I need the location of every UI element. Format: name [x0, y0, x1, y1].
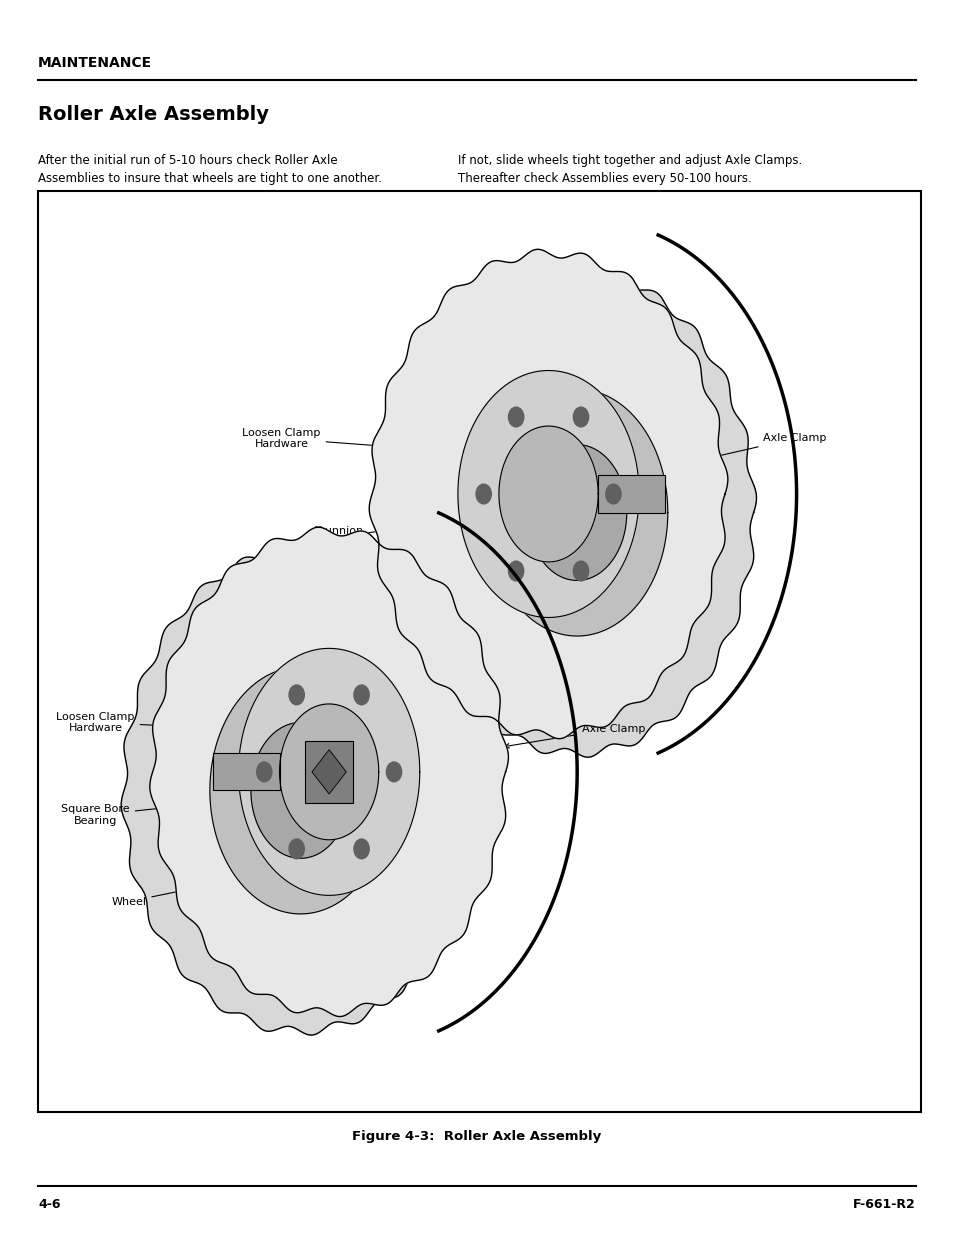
- Text: Axle Clamp: Axle Clamp: [504, 724, 644, 748]
- Circle shape: [256, 762, 272, 782]
- Circle shape: [508, 408, 523, 427]
- Text: F-661-R2: F-661-R2: [852, 1198, 915, 1212]
- Text: 4-6: 4-6: [38, 1198, 61, 1212]
- FancyBboxPatch shape: [213, 753, 279, 790]
- Polygon shape: [498, 426, 598, 562]
- Text: MAINTENANCE: MAINTENANCE: [38, 56, 152, 69]
- Circle shape: [476, 484, 491, 504]
- Text: Trunnion
Bearing: Trunnion Bearing: [314, 511, 499, 548]
- Polygon shape: [369, 249, 727, 739]
- Circle shape: [289, 839, 304, 858]
- Circle shape: [508, 561, 523, 580]
- Circle shape: [289, 685, 304, 705]
- Circle shape: [573, 561, 588, 580]
- Polygon shape: [312, 750, 346, 794]
- Circle shape: [573, 408, 588, 427]
- Polygon shape: [238, 648, 419, 895]
- Text: Wheel: Wheel: [350, 594, 473, 637]
- Polygon shape: [279, 704, 378, 840]
- Text: Wheel: Wheel: [112, 883, 215, 906]
- Text: If not, slide wheels tight together and adjust Axle Clamps.
Thereafter check Ass: If not, slide wheels tight together and …: [457, 154, 801, 185]
- Circle shape: [605, 484, 620, 504]
- Circle shape: [354, 685, 369, 705]
- Circle shape: [354, 839, 369, 858]
- Polygon shape: [397, 268, 756, 757]
- Text: Figure 4-3:  Roller Axle Assembly: Figure 4-3: Roller Axle Assembly: [352, 1130, 601, 1144]
- Text: Square Bore
Bearing: Square Bore Bearing: [61, 795, 268, 826]
- Polygon shape: [457, 370, 639, 618]
- FancyBboxPatch shape: [598, 475, 664, 513]
- Polygon shape: [486, 389, 667, 636]
- Text: After the initial run of 5-10 hours check Roller Axle
Assemblies to insure that : After the initial run of 5-10 hours chec…: [38, 154, 382, 185]
- Circle shape: [386, 762, 401, 782]
- Text: Axle Clamp: Axle Clamp: [690, 433, 825, 463]
- Polygon shape: [251, 722, 350, 858]
- Polygon shape: [210, 667, 391, 914]
- Polygon shape: [150, 527, 508, 1016]
- FancyBboxPatch shape: [305, 741, 353, 803]
- Text: Loosen Clamp
Hardware: Loosen Clamp Hardware: [242, 427, 439, 452]
- Polygon shape: [527, 445, 626, 580]
- Polygon shape: [121, 546, 479, 1035]
- FancyBboxPatch shape: [38, 191, 920, 1112]
- Text: Loosen Clamp
Hardware: Loosen Clamp Hardware: [56, 711, 225, 734]
- Text: Roller Axle Assembly: Roller Axle Assembly: [38, 105, 269, 124]
